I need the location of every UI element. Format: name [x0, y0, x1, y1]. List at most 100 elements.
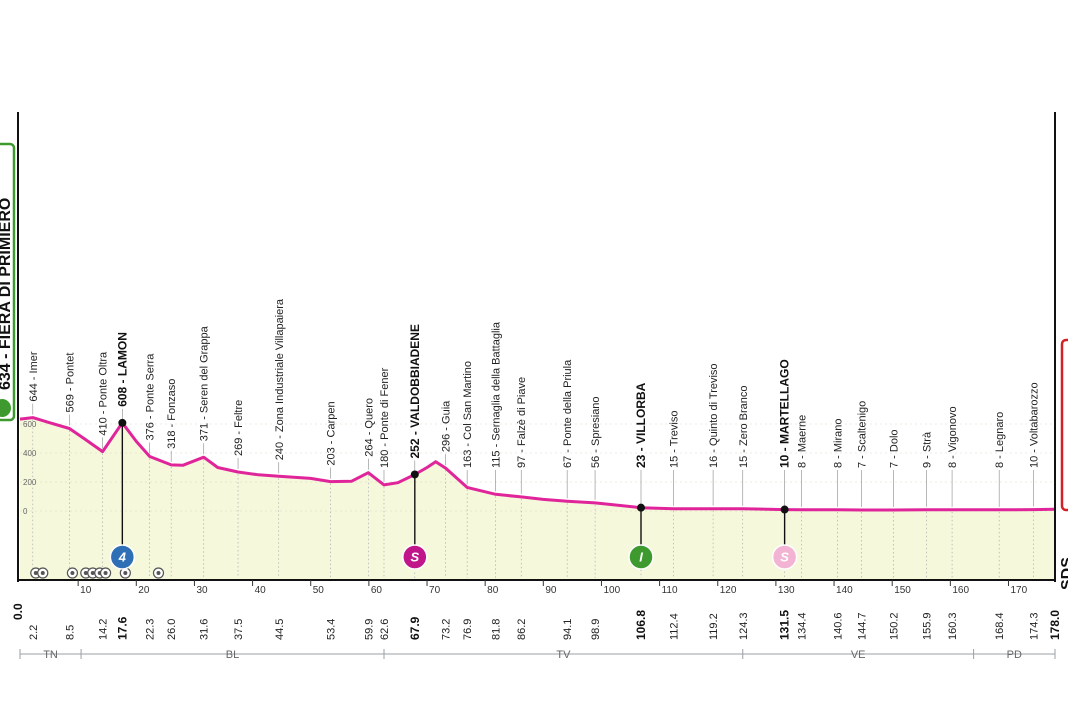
start-name: 634 - FIERA DI PRIMIERO	[0, 198, 14, 390]
region-label: PD	[1007, 649, 1022, 661]
place-label: 180 - Ponte di Fener	[379, 367, 391, 468]
place-label: 252 - VALDOBBIADENE	[408, 324, 422, 458]
region-label: BL	[226, 649, 239, 661]
place-label: 163 - Col San Martino	[462, 361, 474, 468]
x-tick-label: 20	[138, 585, 150, 596]
waypoint-marker-dot	[156, 571, 161, 575]
place-label: 56 - Spresiano	[590, 396, 602, 468]
place-label: 15 - Treviso	[669, 411, 681, 468]
x-tick-label: 30	[196, 585, 208, 596]
place-label: 23 - VILLORBA	[634, 382, 648, 468]
place-label: 371 - Seren del Grappa	[199, 325, 211, 441]
place-label: 8 - Mirano	[833, 418, 845, 468]
waypoint-marker-dot	[90, 571, 95, 575]
km-label: 86.2	[516, 619, 528, 640]
start-box	[0, 142, 16, 422]
waypoint-marker-dot	[70, 571, 75, 575]
place-label: 7 - Dolo	[888, 429, 900, 468]
km-label: 178.0	[1048, 610, 1062, 640]
region-label: TV	[556, 649, 571, 661]
sprint-badge	[771, 544, 798, 570]
place-label: 115 - Sernaglia della Battaglia	[491, 321, 503, 468]
place-label: 8 - Vigonovo	[947, 406, 959, 468]
km-label: 37.5	[233, 619, 245, 640]
x-tick-label: 120	[720, 585, 737, 596]
km-label: 144.7	[856, 612, 868, 640]
place-label: 410 - Ponte Oltra	[98, 351, 110, 436]
place-label: 569 - Pontet	[64, 353, 76, 413]
waypoint-marker-dot	[83, 571, 88, 575]
km-label: 81.8	[491, 619, 503, 640]
place-label: 269 - Feltre	[233, 400, 245, 456]
km-label: 31.6	[199, 619, 211, 640]
x-tick-label: 130	[778, 585, 795, 596]
x-tick-label: 110	[662, 585, 678, 596]
place-label: 296 - Guia	[441, 400, 453, 452]
km-label: 26.0	[166, 619, 178, 640]
marker-dot	[637, 503, 645, 512]
start-icon	[0, 399, 11, 417]
x-tick-label: 170	[1010, 585, 1027, 596]
km-label: 44.5	[274, 619, 286, 640]
place-label: 8 - Maerne	[797, 415, 809, 468]
x-tick-label: 140	[836, 585, 853, 596]
marker-dot	[118, 418, 127, 427]
place-label: 644 - Imer	[28, 351, 40, 401]
km-label: 67.9	[408, 616, 422, 640]
finish-box	[1060, 338, 1068, 512]
km-label: 22.3	[145, 619, 157, 640]
x-tick-label: 10	[80, 585, 92, 596]
km-label: 76.9	[462, 619, 474, 640]
climb-badge	[109, 544, 136, 570]
place-label: 608 - LAMON	[115, 332, 129, 407]
km-label: 98.9	[590, 619, 602, 640]
region-label: VE	[851, 649, 866, 661]
marker-dot	[780, 505, 789, 514]
place-label: 16 - Quinto di Treviso	[708, 363, 720, 468]
waypoint-marker-dot	[123, 571, 128, 575]
km-label: 53.4	[326, 619, 338, 640]
x-tick-label: 160	[952, 585, 969, 596]
x-tick-label: 150	[894, 585, 911, 596]
place-label: 10 - Voltabarozzo	[1029, 382, 1041, 468]
finish-name: SDS	[1059, 557, 1068, 590]
km-label: 106.8	[634, 610, 648, 640]
place-label: 264 - Quero	[363, 398, 375, 457]
place-label: 8 - Legnaro	[994, 412, 1006, 468]
sprint-badge-text: S	[780, 550, 789, 565]
y-tick-label: 0	[23, 507, 28, 516]
place-label: 318 - Fonzaso	[166, 379, 178, 449]
place-label: 10 - MARTELLAGO	[778, 359, 792, 468]
intermediate-badge-text: I	[639, 550, 643, 565]
waypoint-marker-dot	[103, 571, 108, 575]
km-label: 131.5	[778, 610, 792, 640]
km-label: 134.4	[797, 612, 809, 640]
y-tick-label: 400	[23, 449, 37, 458]
km-label: 119.2	[708, 613, 720, 640]
km-label: 2.2	[28, 625, 40, 640]
profile-line	[19, 416, 1056, 512]
region-label: TN	[43, 649, 58, 661]
km-label: 150.2	[888, 612, 900, 640]
waypoint-marker-dot	[33, 571, 38, 575]
sprint-badge-text: S	[410, 550, 419, 565]
x-tick-label: 70	[429, 585, 441, 596]
km-label: 62.6	[379, 619, 391, 640]
place-label: 376 - Ponte Serra	[145, 353, 157, 441]
x-tick-label: 100	[603, 585, 620, 596]
km-label: 73.2	[441, 619, 453, 640]
km-label: 8.5	[64, 625, 76, 640]
sprint-badge	[402, 544, 428, 570]
waypoint-marker-dot	[40, 571, 45, 575]
place-label: 240 - Zona Industriale Villapaiera	[274, 298, 286, 460]
km-label: 174.3	[1029, 612, 1041, 640]
x-tick-label: 90	[545, 585, 557, 596]
intermediate-badge	[628, 544, 654, 570]
x-tick-label: 50	[313, 585, 325, 596]
x-tick-label: 60	[371, 585, 383, 596]
y-tick-label: 200	[23, 478, 37, 487]
place-label: 15 - Zero Branco	[738, 385, 750, 468]
km-label: 94.1	[562, 619, 574, 640]
place-label: 203 - Carpen	[326, 401, 338, 465]
place-label: 67 - Ponte della Priula	[562, 359, 574, 468]
